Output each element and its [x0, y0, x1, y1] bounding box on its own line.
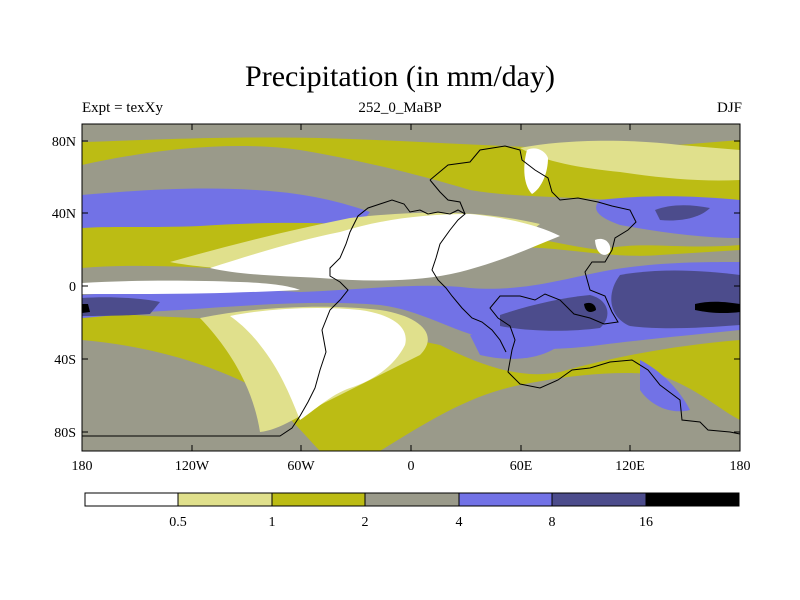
colorbar-swatch — [645, 492, 740, 507]
colorbar-swatch — [364, 492, 460, 507]
season-label: DJF — [716, 100, 742, 116]
precipitation-field — [82, 124, 740, 451]
colorbar: 0.5 1 2 4 8 16 — [84, 492, 740, 530]
colorbar-label: 16 — [639, 515, 653, 530]
white-north-band — [210, 214, 560, 281]
lat-tick-label: 40N — [52, 207, 76, 222]
colorbar-swatch — [177, 492, 273, 507]
dark-blue-maritime — [500, 295, 608, 331]
colorbar-swatch — [84, 492, 179, 507]
colorbar-swatch — [551, 492, 647, 507]
white-east-patch — [595, 238, 611, 255]
experiment-label: Expt = texXy — [82, 100, 163, 116]
light-yellow-north — [520, 140, 740, 181]
colorbar-label: 1 — [269, 515, 276, 530]
lon-tick-label: 60E — [510, 459, 533, 474]
lat-tick-label: 40S — [54, 353, 76, 368]
plot-title: Precipitation (in mm/day) — [245, 60, 555, 93]
lon-tick-label: 180 — [72, 459, 93, 474]
white-equatorial-strip — [82, 280, 300, 294]
gray-band-north — [82, 145, 740, 250]
colorbar-swatch — [458, 492, 553, 507]
lat-tick-label: 80S — [54, 426, 76, 441]
lat-tick-label: 80N — [52, 135, 76, 150]
longitude-axis: 180 120W 60W 0 60E 120E 180 — [72, 124, 751, 474]
blue-band-mid-south — [470, 333, 560, 359]
lon-tick-label: 120E — [615, 459, 645, 474]
colorbar-label: 8 — [549, 515, 556, 530]
black-maximum-west — [82, 304, 90, 313]
dark-blue-equator-east — [611, 270, 740, 329]
colorbar-label: 4 — [456, 515, 463, 530]
colorbar-label: 2 — [362, 515, 369, 530]
blue-band-north — [82, 188, 370, 228]
lon-tick-label: 60W — [287, 459, 315, 474]
colorbar-label: 0.5 — [169, 515, 187, 530]
lon-tick-label: 120W — [175, 459, 210, 474]
lon-tick-label: 180 — [730, 459, 751, 474]
dark-blue-west-pacific — [82, 297, 160, 316]
colorbar-swatch — [271, 492, 366, 507]
time-label: 252_0_MaBP — [358, 100, 442, 116]
black-maximum-maritime — [584, 302, 596, 312]
lat-tick-label: 0 — [69, 280, 76, 295]
latitude-axis: 80N 40N 0 40S 80S — [52, 135, 740, 441]
lon-tick-label: 0 — [408, 459, 415, 474]
black-maximum-east — [695, 301, 740, 314]
dark-blue-north-east — [655, 205, 710, 221]
white-south-band — [230, 308, 406, 420]
